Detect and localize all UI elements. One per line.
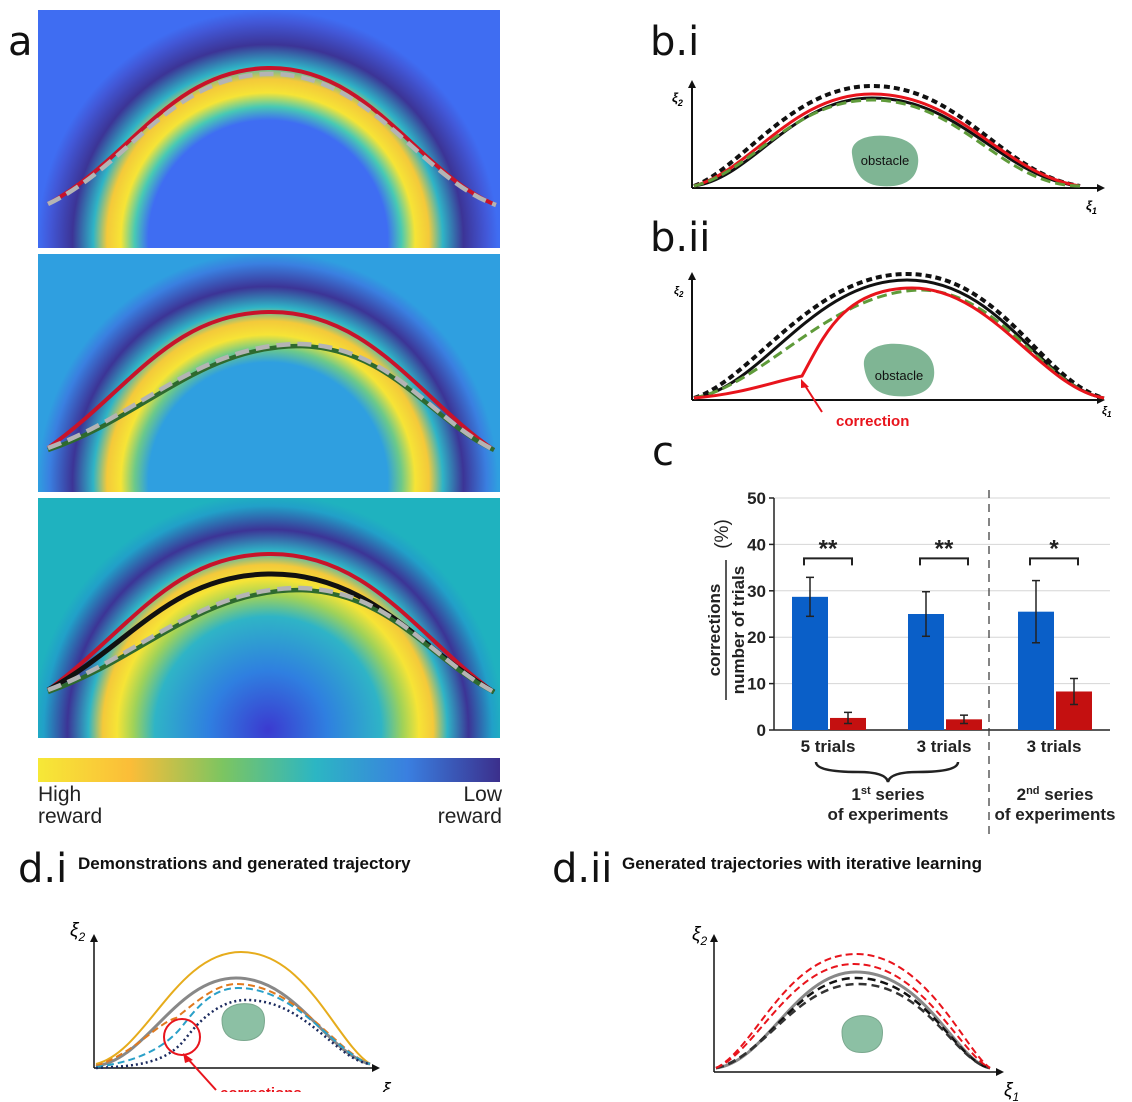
- y-tick-label: 10: [747, 675, 766, 694]
- panel-label-a: a: [8, 19, 33, 65]
- heatmap-2: [38, 254, 500, 492]
- panel-bii-black-dotted: [693, 271, 1105, 400]
- y-axis-label-unit: (%): [712, 519, 733, 549]
- panel-di-yellow: [95, 950, 371, 1065]
- panel-dii-black-dashed-1: [715, 976, 991, 1070]
- panel-title-di: Demonstrations and generated trajectory: [78, 854, 411, 873]
- panel-bii-x-axis-label: ξ1: [1102, 405, 1112, 419]
- correction-arrow: [803, 383, 823, 413]
- heatmap-3: [38, 498, 500, 738]
- series-group-label-line2: of experiments: [828, 805, 949, 824]
- panel-bi-green-dashed: [693, 98, 1081, 188]
- panel-bi-y-axis-label: ξ2: [672, 90, 683, 108]
- panel-bi-obstacle: [851, 135, 919, 187]
- y-axis-label-numerator: corrections: [705, 584, 724, 677]
- panel-bi-black-solid: [693, 96, 1081, 188]
- category-label: 5 trials: [801, 737, 856, 756]
- panel-dii-plot: ξ2 ξ1: [692, 924, 1019, 1102]
- panel-dii-gray: [715, 970, 991, 1070]
- corrections-bar-chart: 0 10 20 30 40 50 corrections number of trials (%…: [705, 489, 1116, 835]
- panel-label-di: d.i: [18, 846, 68, 892]
- series-1-brace: [814, 761, 960, 783]
- y-axis-label-denominator: number of trials: [729, 566, 748, 694]
- panel-bi-x-axis-label: ξ1: [1086, 198, 1097, 216]
- panel-bi-plot: ξ2 ξ1 obstacle: [672, 80, 1105, 216]
- y-axis-label: corrections number of trials (%): [705, 519, 748, 700]
- panel-bi-red: [693, 92, 1081, 188]
- category-label: 3 trials: [917, 737, 972, 756]
- panel-bii-obstacle: [863, 343, 935, 397]
- correction-label: correction: [836, 413, 909, 430]
- correction-arrowhead: [801, 379, 809, 388]
- panel-di-orange-dashed: [95, 982, 371, 1067]
- heatmap-1-red-trajectory: [47, 65, 497, 207]
- panel-bi-axes: [688, 80, 1105, 192]
- panel-dii-obstacle: [841, 1015, 883, 1053]
- corrections-circle: [163, 1018, 201, 1056]
- y-tick-label: 20: [747, 628, 766, 647]
- panel-label-c: c: [652, 429, 674, 475]
- panel-label-bii: b.ii: [650, 215, 711, 261]
- series-group-label: 1st series: [851, 785, 924, 804]
- panel-label-bi: b.i: [650, 19, 700, 65]
- panel-bii-red: [693, 286, 1105, 400]
- panel-di-axes: [90, 934, 380, 1072]
- significance-bracket: [803, 557, 853, 566]
- heatmap-3-red-trajectory: [46, 551, 496, 694]
- panel-bii-obstacle-label: obstacle: [875, 368, 923, 383]
- heatmap-3-black-trajectory: [46, 571, 496, 695]
- significance-bracket: [1029, 557, 1079, 566]
- heatmap-3-green-trajectory: [47, 587, 496, 695]
- panel-di-y-axis-label: ξ2: [70, 920, 86, 944]
- panel-bii-plot: ξ2 ξ1 obstacle correction: [674, 271, 1112, 430]
- reward-colorbar: [38, 758, 500, 782]
- y-tick-label: 50: [747, 489, 766, 508]
- significance-stars: *: [1049, 535, 1059, 562]
- heatmap-3-gray-dashed-trajectory: [47, 585, 496, 694]
- bar-series-1: [792, 596, 828, 730]
- panel-dii-red-dashed-1: [715, 952, 991, 1069]
- corrections-label: corrections: [220, 1085, 302, 1092]
- heatmap-1: [38, 10, 500, 248]
- panel-dii-black-dashed-2: [715, 982, 991, 1070]
- y-tick-label: 0: [757, 721, 766, 740]
- panel-dii-x-axis-label: ξ1: [1004, 1080, 1019, 1102]
- colorbar-high-label-2: reward: [38, 805, 103, 828]
- panel-label-dii: d.ii: [552, 846, 613, 892]
- panel-dii-axes: [710, 934, 1004, 1076]
- panel-di-teal-dashed: [95, 986, 371, 1068]
- series-group-label: 2nd series: [1017, 785, 1094, 804]
- panel-bii-axes: [688, 272, 1105, 404]
- panel-title-dii: Generated trajectories with iterative le…: [622, 854, 982, 873]
- series-group-label-line2: of experiments: [995, 805, 1116, 824]
- significance-stars: **: [935, 535, 954, 562]
- heatmap-2-green-trajectory: [47, 343, 495, 453]
- panel-di-plot: ξ2 ξ1 corrections: [70, 920, 397, 1092]
- panel-di-x-axis-label: ξ1: [382, 1080, 397, 1092]
- bar-series-2: [946, 719, 982, 730]
- panel-dii-red-dashed-2: [715, 962, 991, 1069]
- heatmap-2-red-trajectory: [46, 309, 496, 452]
- heatmap-1-gray-dashed-trajectory: [47, 71, 497, 208]
- category-label: 3 trials: [1027, 737, 1082, 756]
- panel-di-obstacle: [221, 1003, 265, 1041]
- colorbar-low-label-2: reward: [437, 805, 502, 828]
- panel-bii-y-axis-label: ξ2: [674, 285, 684, 299]
- y-tick-label: 30: [747, 582, 766, 601]
- colorbar-high-label-1: High: [38, 783, 82, 806]
- corrections-arrow: [187, 1058, 217, 1091]
- panel-bi-obstacle-label: obstacle: [861, 153, 909, 168]
- significance-bracket: [919, 557, 969, 566]
- heatmap-2-gray-dashed-trajectory: [47, 341, 496, 453]
- colorbar-low-label-1: Low: [463, 783, 502, 806]
- y-tick-label: 40: [747, 535, 766, 554]
- corrections-arrowhead: [183, 1053, 193, 1063]
- panel-dii-y-axis-label: ξ2: [692, 924, 708, 948]
- significance-stars: **: [819, 535, 838, 562]
